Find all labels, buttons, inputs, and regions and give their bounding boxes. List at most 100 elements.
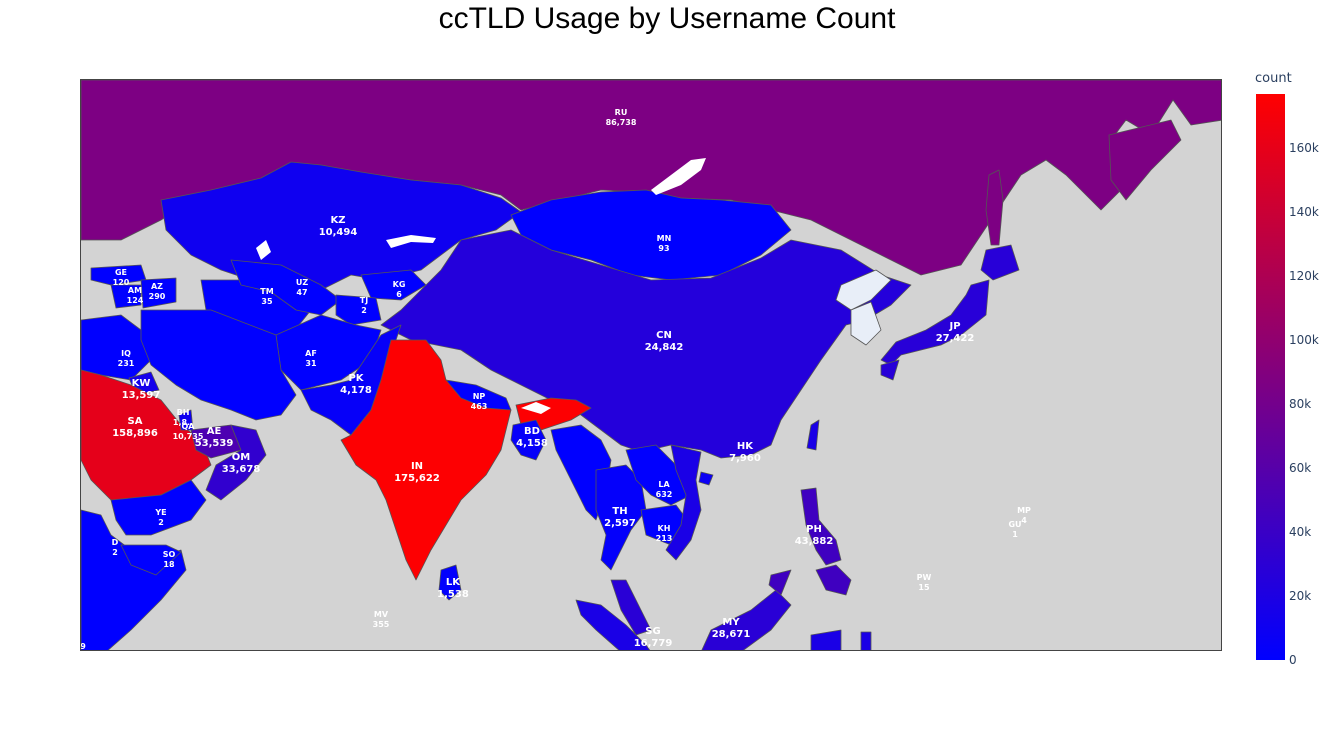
country-code: IQ: [121, 349, 131, 358]
colorbar-tick-label: 40k: [1289, 525, 1312, 540]
country-count: 124: [126, 296, 144, 305]
country-count: 2: [361, 306, 367, 315]
country-label-qa: QA 10,735: [173, 422, 204, 442]
country-label-ye: YE 2: [155, 508, 166, 528]
country-code: MV: [373, 610, 389, 619]
country-shape-AM: [110, 284, 142, 309]
country-label-ge: GE 120: [113, 268, 130, 288]
country-code: RU: [614, 108, 628, 117]
country-code: LA: [658, 480, 670, 489]
country-code: MY: [722, 617, 740, 628]
choropleth-map[interactable]: RU 86,738 KZ 10,494 MN 93 GE 120 AM 124 AZ 290 TM 35 U…: [80, 79, 1222, 651]
country-count: 4: [1021, 516, 1027, 525]
country-count: 2: [158, 518, 164, 527]
country-code: PW: [916, 573, 932, 582]
country-count: 86,738: [605, 118, 637, 127]
country-count: 120: [112, 278, 130, 287]
country-label-sg: SG 16,779: [634, 626, 673, 650]
country-label-af: AF 31: [305, 349, 317, 369]
country-label-bd: BD 4,158: [516, 426, 548, 450]
country-label-mv: MV 355: [373, 610, 390, 630]
country-label-ph: PH 43,882: [795, 524, 834, 548]
country-shape-PH: [800, 487, 842, 566]
country-code: KZ: [330, 215, 346, 226]
country-shape-JP: [880, 359, 900, 381]
country-code: KH: [657, 524, 671, 533]
map-title: ccTLD Usage by Username Count: [438, 2, 896, 35]
country-code: BH: [176, 408, 190, 417]
country-code: PK: [348, 373, 364, 384]
country-label-kz: KZ 10,494: [319, 215, 358, 239]
country-code: JP: [949, 321, 961, 332]
country-shape-ID: [575, 599, 651, 650]
country-count: 43,882: [794, 536, 834, 547]
country-count: 463: [470, 402, 488, 411]
colorbar: [1256, 94, 1285, 660]
edge-label: 9: [80, 642, 86, 651]
country-code: BD: [524, 426, 540, 437]
country-label-om: OM 33,678: [222, 452, 261, 476]
country-count: 18: [163, 560, 175, 569]
country-code: D: [111, 538, 119, 547]
country-code: IN: [410, 461, 424, 472]
country-shape-QA: [178, 409, 194, 431]
country-shape-AFR: [81, 509, 187, 650]
country-label-pk: PK 4,178: [340, 373, 372, 397]
country-label-az: AZ 290: [149, 282, 166, 302]
country-shape-CN: [380, 229, 912, 459]
country-shape-TJ: [335, 294, 382, 326]
country-count: 213: [655, 534, 673, 543]
country-label-iq: IQ 231: [118, 349, 135, 369]
country-count: 24,842: [644, 342, 684, 353]
country-count: 53,539: [194, 438, 234, 449]
country-code: GU: [1008, 520, 1022, 529]
country-label-mp: MP 4: [1017, 506, 1031, 526]
country-label-mn: MN 93: [657, 234, 672, 254]
country-count: 47: [296, 288, 308, 297]
country-label-lk: LK 1,538: [437, 577, 469, 601]
country-count: 2,597: [604, 518, 636, 529]
colorbar-tick-label: 0: [1289, 653, 1297, 667]
country-count: 4,178: [340, 385, 372, 396]
country-label-jp: JP 27,422: [936, 321, 975, 345]
country-code: NP: [472, 392, 486, 401]
country-count: 2: [112, 548, 118, 557]
country-shape-ID: [860, 631, 872, 650]
colorbar-tick-label: 80k: [1289, 397, 1312, 412]
country-shape-BD: [510, 419, 547, 461]
lake-balkhash: [386, 235, 436, 248]
country-count: 7,960: [729, 453, 761, 464]
country-shape-YE: [110, 479, 207, 536]
country-code: SG: [645, 626, 661, 637]
country-label-kh: KH 213: [656, 524, 673, 544]
country-code: HK: [736, 441, 754, 452]
country-code: LK: [445, 577, 461, 588]
lake-aral: [256, 240, 271, 260]
country-label-kw: KW 13,597: [122, 378, 161, 402]
country-code: TJ: [359, 296, 369, 305]
country-shape-KP: [835, 269, 892, 311]
country-count: 13,597: [121, 390, 161, 401]
country-count: 10,735: [172, 432, 204, 441]
country-label-tm: TM 35: [260, 287, 273, 307]
country-shape-GE: [90, 264, 147, 286]
country-count: 10,494: [318, 227, 358, 238]
country-label-my: MY 28,671: [712, 617, 751, 641]
country-label-tj: TJ 2: [360, 296, 368, 316]
country-code: AF: [305, 349, 317, 358]
colorbar-tick-label: 140k: [1289, 205, 1319, 220]
country-label-la: LA 632: [656, 480, 673, 500]
country-count: 290: [148, 292, 166, 301]
country-count: 1,538: [437, 589, 469, 600]
country-count: 31: [305, 359, 317, 368]
country-code: PH: [806, 524, 822, 535]
colorbar-title: count: [1255, 71, 1292, 86]
country-code: UZ: [295, 278, 309, 287]
country-shape-JP: [880, 279, 990, 366]
country-code: AZ: [150, 282, 163, 291]
lake-tibet: [521, 402, 551, 414]
country-label-cn: CN 24,842: [645, 330, 684, 354]
colorbar-tick-label: 100k: [1289, 333, 1319, 348]
country-shape-IQ: [81, 314, 152, 381]
